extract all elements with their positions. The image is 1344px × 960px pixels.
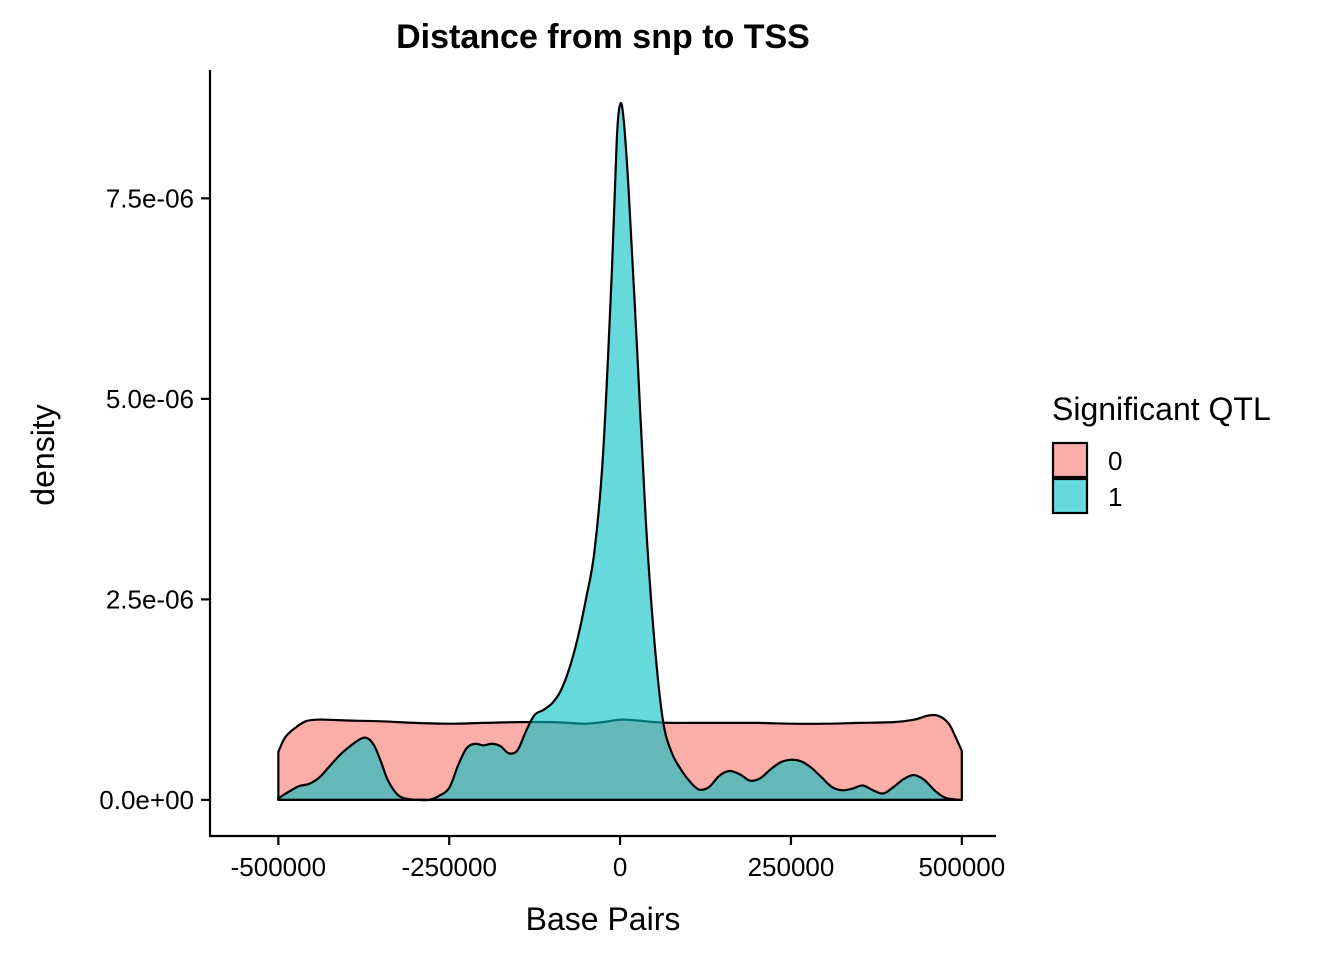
legend-swatch-0 bbox=[1051, 441, 1089, 479]
x-tick-label: 0 bbox=[613, 852, 627, 882]
y-axis-ticks: 0.0e+00 2.5e-06 5.0e-06 7.5e-06 bbox=[99, 183, 210, 815]
legend-title: Significant QTL bbox=[1052, 391, 1271, 427]
density-area-1 bbox=[277, 101, 963, 802]
x-tick-label: 500000 bbox=[918, 852, 1005, 882]
y-tick-label: 5.0e-06 bbox=[106, 384, 194, 414]
plot-area bbox=[277, 101, 963, 802]
x-tick-label: 250000 bbox=[748, 852, 835, 882]
y-tick-label: 7.5e-06 bbox=[106, 183, 194, 213]
x-axis-title: Base Pairs bbox=[526, 901, 681, 937]
y-tick-label: 2.5e-06 bbox=[106, 584, 194, 614]
x-tick-label: -500000 bbox=[231, 852, 326, 882]
chart-title: Distance from snp to TSS bbox=[396, 18, 810, 56]
legend-entries: 01 bbox=[1051, 441, 1122, 515]
legend: Significant QTL 01 bbox=[1051, 391, 1271, 515]
y-tick-label: 0.0e+00 bbox=[99, 785, 194, 815]
legend-swatch-1 bbox=[1051, 477, 1089, 515]
y-axis-title: density bbox=[25, 404, 61, 505]
x-axis-ticks: -500000 -250000 0 250000 500000 bbox=[231, 836, 1005, 882]
x-tick-label: -250000 bbox=[402, 852, 497, 882]
legend-label-0: 0 bbox=[1108, 446, 1122, 476]
legend-label-1: 1 bbox=[1108, 482, 1122, 512]
